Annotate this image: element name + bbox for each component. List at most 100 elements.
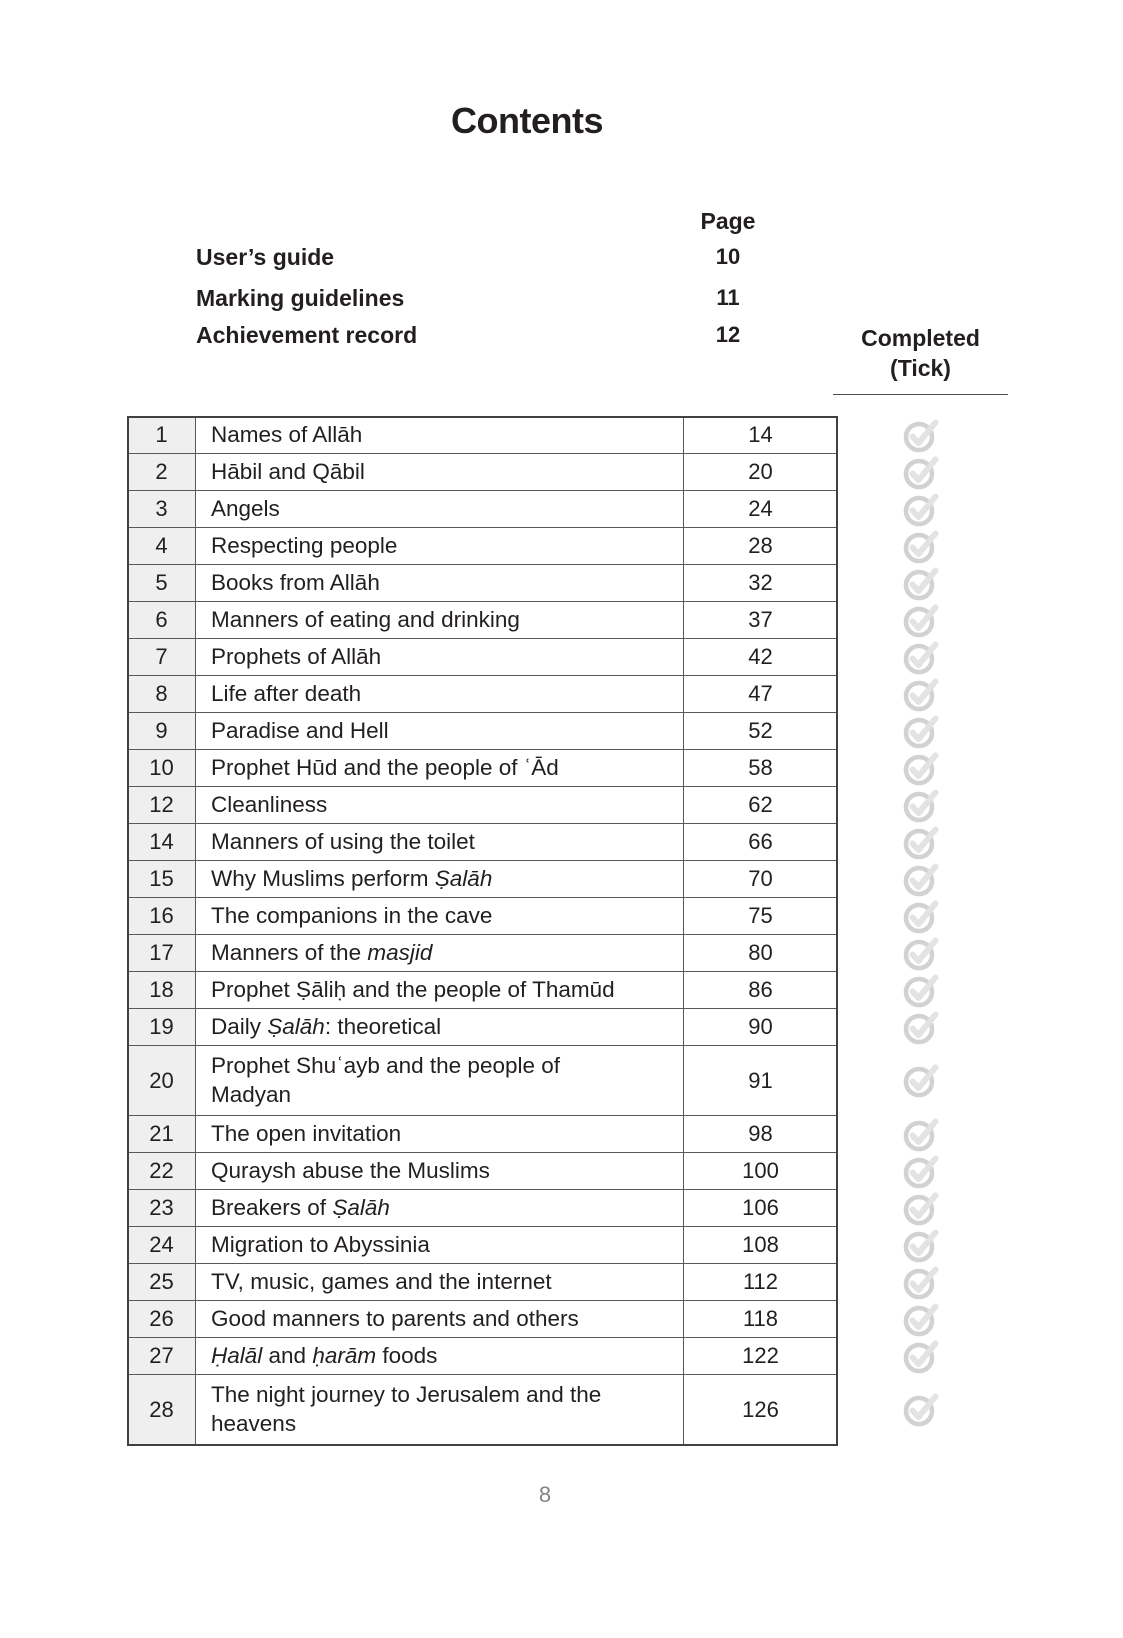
row-title: Paradise and Hell [196,713,684,750]
front-matter-page-number: 10 [715,244,741,269]
row-page-number: 70 [684,861,837,898]
row-title: Manners of the masjid [196,935,684,972]
row-page-number: 98 [684,1116,837,1153]
row-page-number: 108 [684,1227,837,1264]
row-title: Prophet Hūd and the people of ʿĀd [196,750,684,787]
row-page-number: 75 [684,898,837,935]
row-title: Prophets of Allāh [196,639,684,676]
tick-circle-icon [903,493,939,526]
completed-tick-cell [837,861,1007,898]
row-number: 17 [128,935,196,972]
row-number: 10 [128,750,196,787]
tick-circle-icon [903,641,939,674]
completed-tick-cell [837,898,1007,935]
row-page-number: 42 [684,639,837,676]
row-title: Prophet Ṣāliḥ and the people of Thamūd [196,972,684,1009]
row-number: 1 [128,417,196,454]
row-page-number: 90 [684,1009,837,1046]
row-number: 8 [128,676,196,713]
row-number: 15 [128,861,196,898]
footer-page-number: 8 [538,1482,552,1507]
tick-circle-icon [903,456,939,489]
row-title: TV, music, games and the internet [196,1264,684,1301]
table-row: 22 Quraysh abuse the Muslims 100 [128,1153,1007,1190]
row-number: 14 [128,824,196,861]
row-number: 23 [128,1190,196,1227]
tick-circle-icon [903,1266,939,1299]
completed-tick-cell [837,787,1007,824]
table-row: 17 Manners of the masjid 80 [128,935,1007,972]
table-row: 3 Angels 24 [128,491,1007,528]
completed-tick-cell [837,565,1007,602]
row-number: 7 [128,639,196,676]
front-matter-row: Achievement record 12 [0,322,1123,352]
front-matter-label: User’s guide [196,244,335,270]
row-number: 12 [128,787,196,824]
row-number: 2 [128,454,196,491]
table-row: 7 Prophets of Allāh 42 [128,639,1007,676]
table-row: 2 Hābil and Qābil 20 [128,454,1007,491]
completed-tick-cell [837,1190,1007,1227]
row-number: 6 [128,602,196,639]
completed-tick-cell [837,417,1007,454]
tick-circle-icon [903,1192,939,1225]
row-page-number: 58 [684,750,837,787]
tick-circle-icon [903,937,939,970]
completed-tick-cell [837,750,1007,787]
row-title: Breakers of Ṣalāh [196,1190,684,1227]
row-page-number: 86 [684,972,837,1009]
row-title: Cleanliness [196,787,684,824]
row-page-number: 66 [684,824,837,861]
tick-label: (Tick) [890,354,951,381]
tick-circle-icon [903,826,939,859]
front-matter-row: Marking guidelines 11 [0,285,1123,315]
table-row: 1 Names of Allāh 14 [128,417,1007,454]
completed-tick-cell [837,491,1007,528]
tick-circle-icon [903,1303,939,1336]
tick-circle-icon [903,1229,939,1262]
table-row: 4 Respecting people 28 [128,528,1007,565]
table-row: 21 The open invitation 98 [128,1116,1007,1153]
row-page-number: 118 [684,1301,837,1338]
front-matter-row: User’s guide 10 [0,244,1123,274]
completed-tick-cell [837,935,1007,972]
row-title: Why Muslims perform Ṣalāh [196,861,684,898]
tick-circle-icon [903,1393,939,1427]
row-page-number: 47 [684,676,837,713]
row-title: Ḥalāl and ḥarām foods [196,1338,684,1375]
row-number: 28 [128,1375,196,1445]
row-title: Good manners to parents and others [196,1301,684,1338]
front-matter-label: Marking guidelines [196,285,405,311]
row-number: 18 [128,972,196,1009]
front-matter-page-number: 11 [716,285,740,310]
front-matter-label: Achievement record [196,322,418,348]
tick-circle-icon [903,863,939,896]
row-number: 9 [128,713,196,750]
row-number: 5 [128,565,196,602]
table-row: 27 Ḥalāl and ḥarām foods 122 [128,1338,1007,1375]
row-number: 21 [128,1116,196,1153]
completed-label: Completed [861,325,980,351]
tick-circle-icon [903,419,939,452]
table-row: 26 Good manners to parents and others 118 [128,1301,1007,1338]
row-page-number: 126 [684,1375,837,1445]
completed-tick-cell [837,1375,1007,1445]
completed-tick-cell [837,1009,1007,1046]
row-page-number: 100 [684,1153,837,1190]
completed-tick-cell [837,713,1007,750]
tick-circle-icon [903,1340,939,1373]
row-title: The open invitation [196,1116,684,1153]
row-number: 4 [128,528,196,565]
table-row: 18 Prophet Ṣāliḥ and the people of Thamūd… [128,972,1007,1009]
row-number: 20 [128,1046,196,1116]
row-page-number: 106 [684,1190,837,1227]
table-row: 10 Prophet Hūd and the people of ʿĀd 58 [128,750,1007,787]
completed-tick-cell [837,639,1007,676]
row-page-number: 80 [684,935,837,972]
table-row: 16 The companions in the cave 75 [128,898,1007,935]
row-title: Manners of using the toilet [196,824,684,861]
row-number: 27 [128,1338,196,1375]
tick-circle-icon [903,974,939,1007]
row-title: Prophet Shuʿayb and the people of Madyan [196,1046,684,1116]
row-title: Names of Allāh [196,417,684,454]
